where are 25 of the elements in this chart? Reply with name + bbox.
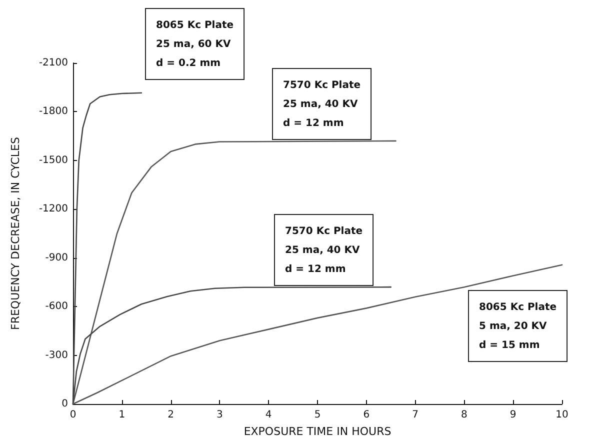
annotation: 8065 Kc Plate 25 ma, 60 KV d = 0.2 mm bbox=[156, 20, 234, 69]
x-axis-title: EXPOSURE TIME IN HOURS bbox=[244, 425, 392, 438]
y-tick-label: -1800 bbox=[38, 106, 68, 118]
x-tick-label: 7 bbox=[412, 410, 418, 420]
y-tick-label: -300 bbox=[45, 350, 68, 361]
annotation: 7570 Kc Plate 25 ma, 40 KV d = 12 mm bbox=[283, 80, 361, 129]
y-tick-label: -900 bbox=[45, 252, 68, 264]
x-tick-label: 1 bbox=[118, 410, 126, 420]
y-axis-title: FREQUENCY DECREASE, IN CYCLES bbox=[9, 137, 22, 330]
x-tick-label: 0 bbox=[70, 410, 76, 420]
y-tick-label: -1200 bbox=[38, 204, 68, 215]
x-tick-label: 9 bbox=[510, 410, 516, 420]
x-tick-label: 5 bbox=[314, 410, 321, 420]
y-tick-label: 0 bbox=[62, 398, 68, 410]
annotation: 8065 Kc Plate 5 ma, 20 KV d = 15 mm bbox=[479, 302, 557, 351]
x-tick-label: 2 bbox=[168, 410, 174, 420]
x-tick-label: 3 bbox=[216, 410, 223, 420]
y-tick-label: -600 bbox=[45, 301, 68, 312]
y-tick-label: -1500 bbox=[38, 154, 68, 166]
x-tick-label: 4 bbox=[265, 410, 272, 420]
y-tick-label: -2100 bbox=[38, 58, 68, 68]
annotation: 7570 Kc Plate 25 ma, 40 KV d = 12 mm bbox=[285, 226, 363, 275]
x-tick-label: 8 bbox=[461, 410, 468, 420]
x-tick-label: 6 bbox=[363, 410, 370, 420]
x-tick-label: 10 bbox=[556, 410, 568, 420]
